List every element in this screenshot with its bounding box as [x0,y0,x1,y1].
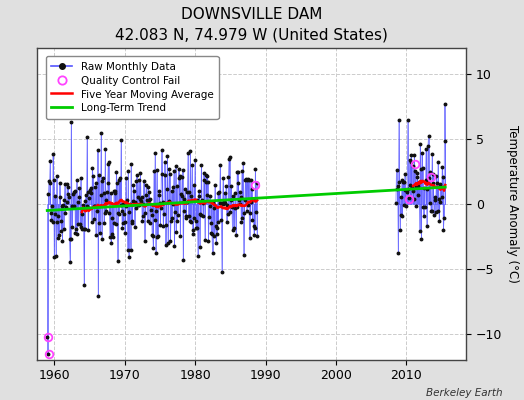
Text: Berkeley Earth: Berkeley Earth [427,388,503,398]
Title: DOWNSVILLE DAM
42.083 N, 74.979 W (United States): DOWNSVILLE DAM 42.083 N, 74.979 W (Unite… [115,7,388,43]
Y-axis label: Temperature Anomaly (°C): Temperature Anomaly (°C) [506,125,519,283]
Legend: Raw Monthly Data, Quality Control Fail, Five Year Moving Average, Long-Term Tren: Raw Monthly Data, Quality Control Fail, … [46,56,219,118]
